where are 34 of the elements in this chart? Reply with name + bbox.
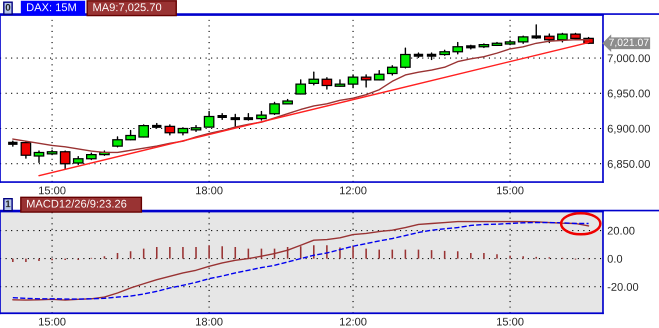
x-tick-label: 15:00 bbox=[497, 318, 524, 326]
x-tick-label: 12:00 bbox=[340, 318, 367, 326]
x-tick-label: 18:00 bbox=[196, 186, 223, 194]
y-tick-label: 20.00 bbox=[608, 226, 635, 235]
y-tick-label: 0.0 bbox=[608, 254, 622, 263]
candlestick bbox=[269, 102, 280, 116]
candlestick bbox=[452, 42, 464, 55]
candlestick bbox=[348, 74, 358, 88]
candlestick bbox=[530, 24, 542, 40]
text: 0 bbox=[6, 4, 10, 11]
y-tick-label: 6,950.00 bbox=[608, 90, 650, 99]
text: MACD12/26/9:23.26 bbox=[27, 199, 126, 208]
candlestick bbox=[360, 74, 372, 88]
candlestick bbox=[322, 77, 332, 90]
y-tick-label: 7,000.00 bbox=[608, 54, 650, 64]
text: 7,021.07 bbox=[609, 38, 649, 48]
candlestick bbox=[112, 136, 123, 148]
x-tick-label: 18:00 bbox=[196, 318, 223, 326]
y-tick-label: -20.00 bbox=[608, 282, 638, 291]
candlestick bbox=[20, 141, 32, 159]
x-tick-label: 15:00 bbox=[39, 186, 66, 194]
y-tick-label: 6,850.00 bbox=[608, 160, 650, 170]
candlestick bbox=[308, 71, 320, 86]
x-tick-label: 15:00 bbox=[39, 318, 66, 326]
chart-title: DAX: 15M bbox=[27, 3, 76, 12]
text: 1 bbox=[6, 200, 10, 208]
y-tick-label: 6,900.00 bbox=[608, 124, 650, 134]
x-tick-label: 15:00 bbox=[497, 186, 524, 194]
candlestick bbox=[374, 70, 385, 81]
text: MA9:7,025.70 bbox=[93, 3, 162, 12]
x-tick-label: 12:00 bbox=[340, 186, 367, 194]
candlestick bbox=[386, 65, 398, 76]
candlestick bbox=[164, 124, 176, 136]
candlestick bbox=[125, 130, 136, 140]
